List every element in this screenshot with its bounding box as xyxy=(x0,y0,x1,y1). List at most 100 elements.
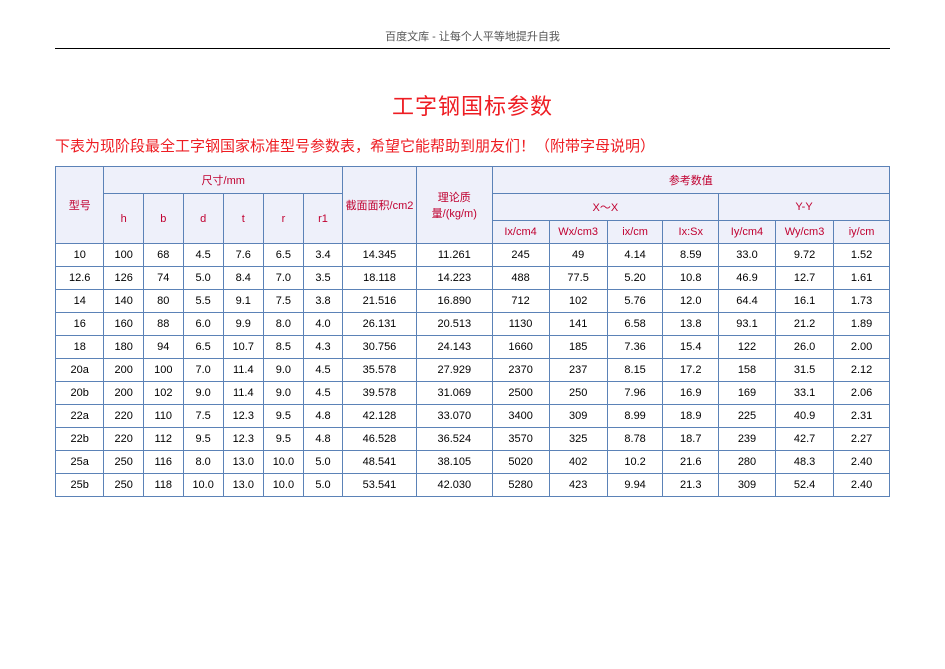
parameters-table: 型号 尺寸/mm 截面面积/cm2 理论质量/(kg/m) 参考数值 h b d… xyxy=(55,166,890,497)
table-cell: 3570 xyxy=(492,428,549,451)
table-cell: 10.8 xyxy=(663,267,719,290)
table-cell: 309 xyxy=(549,405,607,428)
intro-paragraph: 下表为现阶段最全工字钢国家标准型号参数表，希望它能帮助到朋友们！（附带字母说明） xyxy=(55,135,890,156)
table-cell: 8.0 xyxy=(263,313,303,336)
header-rule xyxy=(55,48,890,49)
table-cell: 4.8 xyxy=(303,405,342,428)
table-cell: 21.6 xyxy=(663,451,719,474)
table-cell: 100 xyxy=(104,244,144,267)
table-cell: 5.0 xyxy=(183,267,223,290)
table-cell: 21.516 xyxy=(343,290,417,313)
table-cell: 250 xyxy=(104,474,144,497)
table-cell: 12.3 xyxy=(223,428,263,451)
table-row: 22b2201129.512.39.54.846.52836.524357032… xyxy=(56,428,890,451)
table-cell: 36.524 xyxy=(416,428,492,451)
table-head: 型号 尺寸/mm 截面面积/cm2 理论质量/(kg/m) 参考数值 h b d… xyxy=(56,167,890,244)
document-title: 工字钢国标参数 xyxy=(55,89,890,121)
table-cell: 9.0 xyxy=(263,359,303,382)
table-cell: 1130 xyxy=(492,313,549,336)
table-cell: 13.8 xyxy=(663,313,719,336)
table-cell: 42.128 xyxy=(343,405,417,428)
table-cell: 25a xyxy=(56,451,104,474)
table-cell: 2.31 xyxy=(834,405,890,428)
col-iy: Iy/cm4 xyxy=(719,221,776,244)
table-cell: 1660 xyxy=(492,336,549,359)
table-cell: 118 xyxy=(144,474,184,497)
table-cell: 2370 xyxy=(492,359,549,382)
table-cell: 100 xyxy=(144,359,184,382)
table-row: 16160886.09.98.04.026.13120.51311301416.… xyxy=(56,313,890,336)
table-cell: 7.36 xyxy=(607,336,663,359)
table-cell: 77.5 xyxy=(549,267,607,290)
table-cell: 4.8 xyxy=(303,428,342,451)
table-cell: 7.5 xyxy=(263,290,303,313)
table-cell: 9.94 xyxy=(607,474,663,497)
table-cell: 3.4 xyxy=(303,244,342,267)
table-cell: 8.78 xyxy=(607,428,663,451)
table-cell: 18.9 xyxy=(663,405,719,428)
table-cell: 3.8 xyxy=(303,290,342,313)
table-cell: 35.578 xyxy=(343,359,417,382)
table-cell: 102 xyxy=(549,290,607,313)
col-ixcm: ix/cm xyxy=(607,221,663,244)
table-cell: 18.7 xyxy=(663,428,719,451)
table-cell: 10.0 xyxy=(183,474,223,497)
col-ref-group: 参考数值 xyxy=(492,167,889,194)
table-cell: 94 xyxy=(144,336,184,359)
table-cell: 30.756 xyxy=(343,336,417,359)
table-cell: 8.5 xyxy=(263,336,303,359)
table-cell: 22a xyxy=(56,405,104,428)
table-cell: 42.7 xyxy=(775,428,833,451)
table-cell: 14.223 xyxy=(416,267,492,290)
table-cell: 4.0 xyxy=(303,313,342,336)
table-cell: 9.5 xyxy=(263,405,303,428)
table-row: 20b2001029.011.49.04.539.57831.069250025… xyxy=(56,382,890,405)
table-cell: 4.14 xyxy=(607,244,663,267)
table-cell: 16 xyxy=(56,313,104,336)
table-cell: 46.9 xyxy=(719,267,776,290)
table-cell: 14 xyxy=(56,290,104,313)
col-d: d xyxy=(183,194,223,244)
table-cell: 1.52 xyxy=(834,244,890,267)
table-cell: 141 xyxy=(549,313,607,336)
table-cell: 10 xyxy=(56,244,104,267)
col-mass: 理论质量/(kg/m) xyxy=(416,167,492,244)
table-cell: 9.9 xyxy=(223,313,263,336)
table-cell: 5.0 xyxy=(303,474,342,497)
table-cell: 309 xyxy=(719,474,776,497)
table-cell: 3.5 xyxy=(303,267,342,290)
table-cell: 17.2 xyxy=(663,359,719,382)
table-cell: 26.0 xyxy=(775,336,833,359)
table-cell: 126 xyxy=(104,267,144,290)
table-cell: 1.61 xyxy=(834,267,890,290)
table-cell: 20a xyxy=(56,359,104,382)
table-cell: 12.7 xyxy=(775,267,833,290)
table-cell: 25b xyxy=(56,474,104,497)
table-cell: 712 xyxy=(492,290,549,313)
col-t: t xyxy=(223,194,263,244)
table-cell: 21.3 xyxy=(663,474,719,497)
table-cell: 4.5 xyxy=(303,382,342,405)
col-area: 截面面积/cm2 xyxy=(343,167,417,244)
table-cell: 42.030 xyxy=(416,474,492,497)
table-cell: 2.00 xyxy=(834,336,890,359)
table-cell: 3400 xyxy=(492,405,549,428)
table-cell: 26.131 xyxy=(343,313,417,336)
table-cell: 22b xyxy=(56,428,104,451)
table-cell: 48.541 xyxy=(343,451,417,474)
table-cell: 88 xyxy=(144,313,184,336)
table-cell: 64.4 xyxy=(719,290,776,313)
table-cell: 16.890 xyxy=(416,290,492,313)
table-cell: 6.5 xyxy=(263,244,303,267)
table-cell: 122 xyxy=(719,336,776,359)
table-cell: 48.3 xyxy=(775,451,833,474)
table-cell: 9.1 xyxy=(223,290,263,313)
table-cell: 20b xyxy=(56,382,104,405)
table-cell: 220 xyxy=(104,405,144,428)
table-cell: 31.5 xyxy=(775,359,833,382)
table-cell: 15.4 xyxy=(663,336,719,359)
table-cell: 9.0 xyxy=(263,382,303,405)
table-cell: 160 xyxy=(104,313,144,336)
table-cell: 74 xyxy=(144,267,184,290)
table-cell: 8.4 xyxy=(223,267,263,290)
